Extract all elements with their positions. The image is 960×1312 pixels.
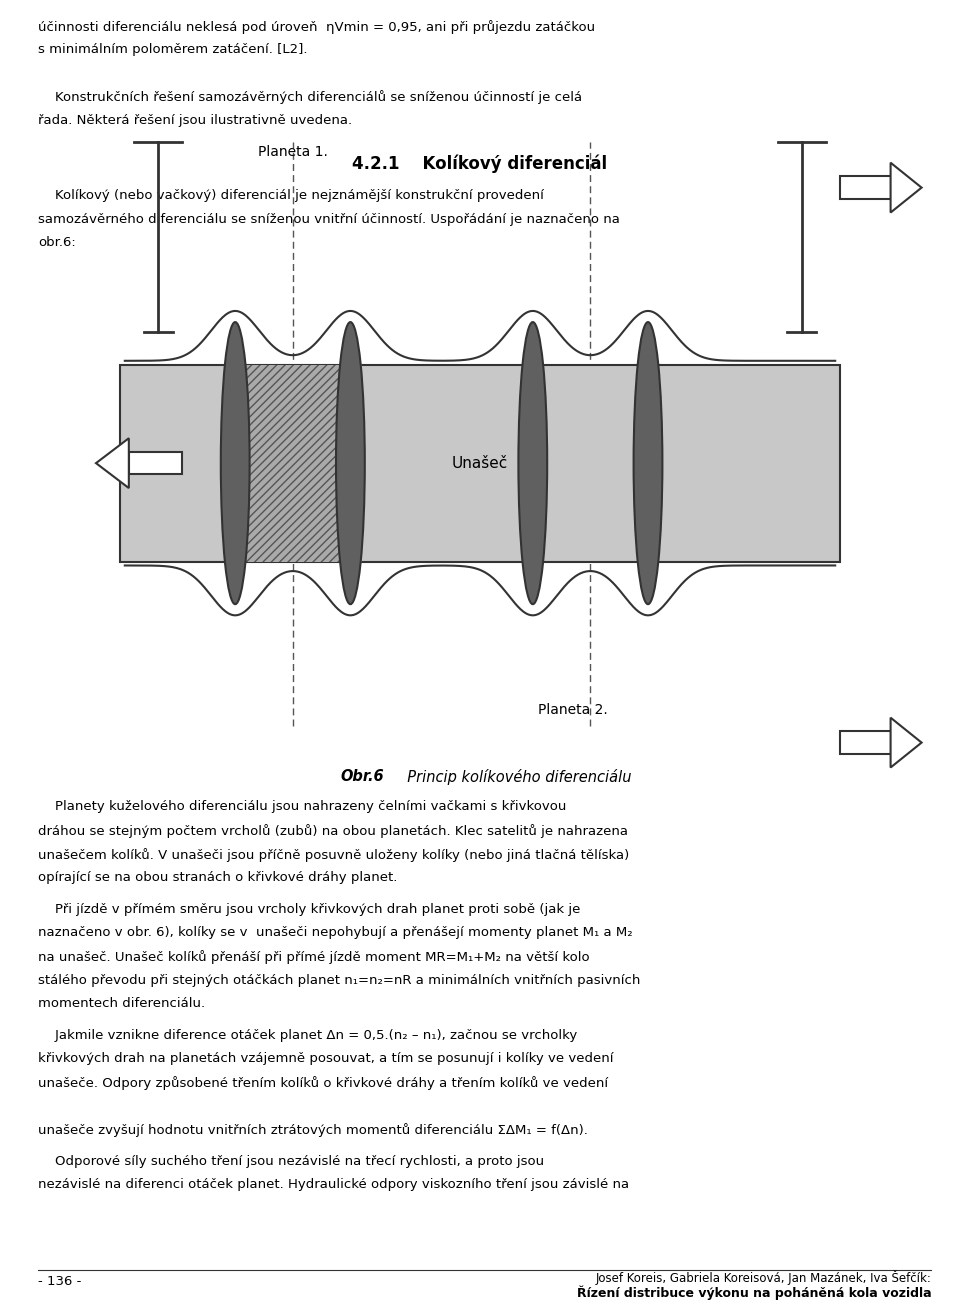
Text: naznačeno v obr. 6), kolíky se v  unašeči nepohybují a přenášejí momenty planet : naznačeno v obr. 6), kolíky se v unašeči… xyxy=(38,926,633,939)
Text: Jakmile vznikne diference otáček planet Δn = 0,5.(n₂ – n₁), začnou se vrcholky: Jakmile vznikne diference otáček planet … xyxy=(38,1029,578,1042)
Text: na unašeč. Unašeč kolíků přenáší při přímé jízdě moment MR=M₁+M₂ na větší kolo: na unašeč. Unašeč kolíků přenáší při pří… xyxy=(38,950,590,964)
Text: Josef Koreis, Gabriela Koreisová, Jan Mazánek, Iva Šefčík:: Josef Koreis, Gabriela Koreisová, Jan Ma… xyxy=(595,1270,931,1284)
Text: s minimálním poloměrem zatáčení. [L2].: s minimálním poloměrem zatáčení. [L2]. xyxy=(38,43,308,56)
Text: Kolíkový (nebo vačkový) diferenciál je nejznámější konstrukční provedení: Kolíkový (nebo vačkový) diferenciál je n… xyxy=(38,189,544,202)
Text: Konstrukčních řešení samozávěrných diferenciálů se sníženou účinností je celá: Konstrukčních řešení samozávěrných difer… xyxy=(38,91,583,105)
Polygon shape xyxy=(891,163,922,213)
Text: křivkových drah na planetách vzájemně posouvat, a tím se posunují i kolíky ve ve: křivkových drah na planetách vzájemně po… xyxy=(38,1052,613,1065)
Text: obr.6:: obr.6: xyxy=(38,236,76,249)
Text: - 136 -: - 136 - xyxy=(38,1275,82,1288)
Bar xyxy=(129,451,182,475)
Text: samozávěrného diferenciálu se sníženou vnitřní účinností. Uspořádání je naznačen: samozávěrného diferenciálu se sníženou v… xyxy=(38,213,620,226)
Ellipse shape xyxy=(518,323,547,605)
Text: nezávislé na diferenci otáček planet. Hydraulické odpory viskozního tření jsou z: nezávislé na diferenci otáček planet. Hy… xyxy=(38,1178,630,1191)
Text: Řízení distribuce výkonu na poháněná kola vozidla: Řízení distribuce výkonu na poháněná kol… xyxy=(577,1286,931,1300)
Bar xyxy=(840,176,891,199)
Text: 4.2.1    Kolíkový diferenciál: 4.2.1 Kolíkový diferenciál xyxy=(352,155,608,173)
Ellipse shape xyxy=(221,323,250,605)
Text: momentech diferenciálu.: momentech diferenciálu. xyxy=(38,997,205,1010)
Ellipse shape xyxy=(634,323,662,605)
Text: Planeta 2.: Planeta 2. xyxy=(538,703,608,718)
Bar xyxy=(224,365,362,562)
Bar xyxy=(120,365,840,562)
Polygon shape xyxy=(96,438,129,488)
Bar xyxy=(840,731,891,754)
Text: Princip kolíkového diferenciálu: Princip kolíkového diferenciálu xyxy=(398,769,632,785)
Text: Planety kuželového diferenciálu jsou nahrazeny čelními vačkami s křivkovou: Planety kuželového diferenciálu jsou nah… xyxy=(38,800,566,813)
Text: unašečem kolíků. V unašeči jsou příčně posuvně uloženy kolíky (nebo jiná tlačná : unašečem kolíků. V unašeči jsou příčně p… xyxy=(38,848,630,862)
Text: účinnosti diferenciálu neklesá pod úroveň  ηVmin = 0,95, ani při průjezdu zatáčk: účinnosti diferenciálu neklesá pod úrove… xyxy=(38,20,595,34)
Text: Unašeč: Unašeč xyxy=(452,455,508,471)
Text: unašeče. Odpory způsobené třením kolíků o křivkové dráhy a třením kolíků ve vede: unašeče. Odpory způsobené třením kolíků … xyxy=(38,1076,609,1090)
Text: Odporové síly suchého tření jsou nezávislé na třecí rychlosti, a proto jsou: Odporové síly suchého tření jsou nezávis… xyxy=(38,1155,544,1168)
Text: stálého převodu při stejných otáčkách planet n₁=n₂=nR a minimálních vnitřních pa: stálého převodu při stejných otáčkách pl… xyxy=(38,974,640,987)
Text: unašeče zvyšují hodnotu vnitřních ztrátových momentů diferenciálu ΣΔM₁ = f(Δn).: unašeče zvyšují hodnotu vnitřních ztráto… xyxy=(38,1123,588,1138)
Text: Planeta 1.: Planeta 1. xyxy=(258,144,327,159)
Text: Obr.6: Obr.6 xyxy=(341,769,384,783)
Text: řada. Některá řešení jsou ilustrativně uvedena.: řada. Některá řešení jsou ilustrativně u… xyxy=(38,114,352,127)
Polygon shape xyxy=(891,718,922,768)
Text: opírající se na obou stranách o křivkové dráhy planet.: opírající se na obou stranách o křivkové… xyxy=(38,871,397,884)
Text: dráhou se stejným počtem vrcholů (zubů) na obou planetách. Klec satelitů je nahr: dráhou se stejným počtem vrcholů (zubů) … xyxy=(38,824,629,838)
Ellipse shape xyxy=(336,323,365,605)
Text: Při jízdě v přímém směru jsou vrcholy křivkových drah planet proti sobě (jak je: Při jízdě v přímém směru jsou vrcholy kř… xyxy=(38,903,581,916)
